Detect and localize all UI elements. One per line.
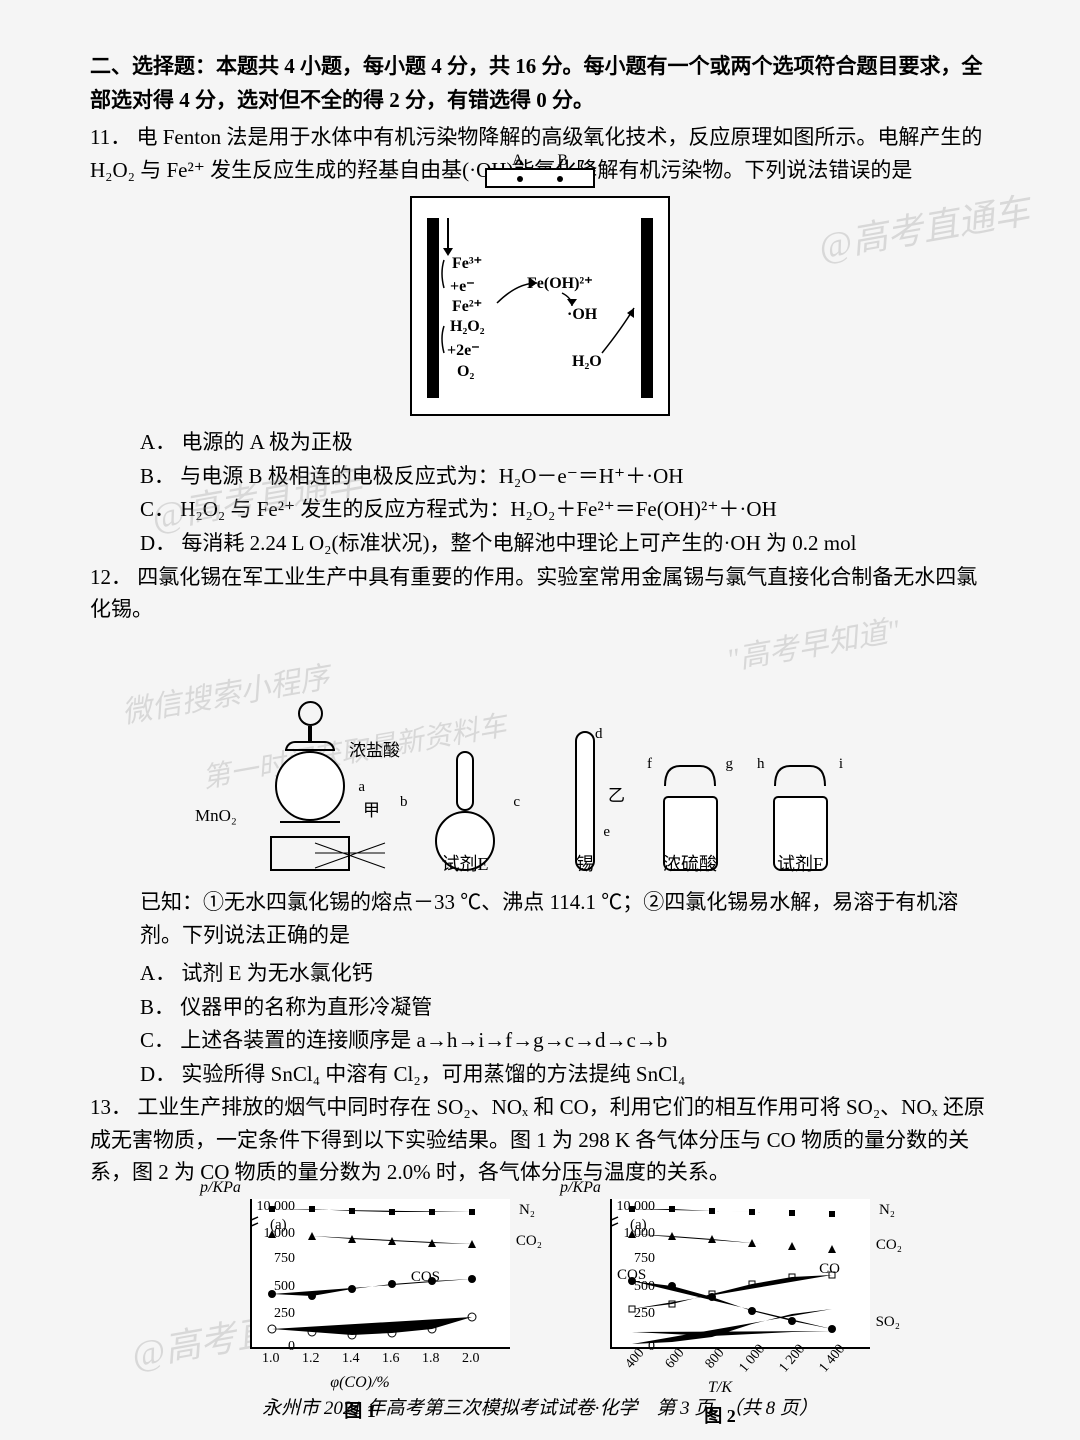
q12-option-b: B． 仪器甲的名称为直形冷凝管 (90, 991, 990, 1025)
option-text: 与电源 B 极相连的电极反应式为：H₂O－e⁻＝H⁺＋·OH (180, 464, 683, 488)
question-12: 12． 四氯化锡在军工业生产中具有重要的作用。实验室常用金属锡与氯气直接化合制备… (90, 561, 990, 626)
option-text: 电源的 A 极为正极 (181, 430, 353, 454)
series-n2: N₂ (879, 1202, 895, 1219)
question-number: 12． (90, 565, 132, 589)
mno2-label: MnO₂ (195, 806, 237, 826)
port-g: g (726, 756, 734, 773)
xtick: 1.6 (382, 1351, 400, 1367)
option-text: 试剂 E 为无水氯化钙 (181, 961, 372, 985)
xtick: 1.8 (422, 1351, 440, 1367)
question-text: 工业生产排放的烟气中同时存在 SO₂、NOₓ 和 CO，利用它们的相互作用可将 … (90, 1095, 985, 1184)
q12-option-a: A． 试剂 E 为无水氯化钙 (90, 957, 990, 991)
q12-option-d: D． 实验所得 SnCl₄ 中溶有 Cl₂，可用蒸馏的方法提纯 SnCl₄ (90, 1058, 990, 1092)
question-text: 四氯化锡在军工业生产中具有重要的作用。实验室常用金属锡与氯气直接化合制备无水四氯… (90, 565, 977, 622)
series-co: CO (819, 1261, 840, 1278)
option-label: A． (140, 961, 176, 985)
jia-label: 甲 (363, 796, 380, 821)
series-a: (a) (270, 1217, 287, 1234)
port-a: a (358, 779, 365, 796)
q11-option-c: C． H₂O₂ 与 Fe²⁺ 发生的反应方程式为：H₂O₂＋Fe²⁺＝Fe(OH… (90, 493, 990, 527)
h2so4-label: 浓硫酸 (645, 850, 735, 876)
q11-diagram: A B Fe³⁺ +e⁻ Fe²⁺ H₂O₂ +2e⁻ O₂ Fe(OH)²⁺ … (90, 196, 990, 416)
option-label: C． (140, 497, 175, 521)
q12-option-c: C． 上述各装置的连接顺序是 a→h→i→f→g→c→d→c→b (90, 1024, 990, 1058)
page-footer: 永州市 2021 年高考第三次模拟考试试卷·化学 第 3 页 （共 8 页） (0, 1393, 1080, 1420)
option-label: B． (140, 995, 175, 1019)
question-13: 13． 工业生产排放的烟气中同时存在 SO₂、NOₓ 和 CO，利用它们的相互作… (90, 1091, 990, 1189)
series-so2: SO₂ (876, 1314, 900, 1331)
q12-apparatus: 浓盐酸 MnO₂ 甲 a b c 试剂E d 乙 e 锡 f g 浓硫酸 h i… (90, 641, 990, 871)
hcl-label: 浓盐酸 (349, 736, 400, 761)
question-number: 13． (90, 1095, 132, 1119)
port-b: b (400, 794, 408, 811)
option-label: D． (140, 1062, 176, 1086)
chart-1: p/KPa 10 000 1 000 750 500 250 0 (200, 1199, 520, 1399)
port-h: h (757, 756, 765, 773)
port-d: d (595, 726, 603, 743)
terminal-a-label: A (512, 152, 524, 170)
option-text: 每消耗 2.24 L O₂(标准状况)，整个电解池中理论上可产生的·OH 为 0… (181, 531, 856, 555)
question-number: 11． (90, 125, 131, 149)
series-co2: CO₂ (876, 1237, 902, 1254)
port-c: c (513, 794, 520, 811)
option-text: 实验所得 SnCl₄ 中溶有 Cl₂，可用蒸馏的方法提纯 SnCl₄ (181, 1062, 685, 1086)
port-e: e (603, 824, 610, 841)
xtick: 2.0 (462, 1351, 480, 1367)
option-label: C． (140, 1028, 175, 1052)
port-f: f (647, 756, 652, 773)
series-cos: COS (617, 1267, 646, 1284)
q11-option-d: D． 每消耗 2.24 L O₂(标准状况)，整个电解池中理论上可产生的·OH … (90, 527, 990, 561)
xtick: 400 (623, 1346, 649, 1372)
option-text: 仪器甲的名称为直形冷凝管 (180, 995, 432, 1019)
series-co2: CO₂ (516, 1233, 542, 1250)
terminal-b-label: B (557, 152, 568, 170)
series-a2: (a) (630, 1217, 647, 1234)
option-text: 上述各装置的连接顺序是 a→h→i→f→g→c→d→c→b (180, 1028, 667, 1052)
chart2-ylabel: p/KPa (560, 1179, 601, 1197)
chart1-ylabel: p/KPa (200, 1179, 241, 1197)
charts-container: p/KPa 10 000 1 000 750 500 250 0 (90, 1199, 990, 1399)
reagent-f: 试剂F (755, 850, 845, 876)
option-label: D． (140, 531, 176, 555)
series-n2: N₂ (519, 1202, 535, 1219)
section-header: 二、选择题：本题共 4 小题，每小题 4 分，共 16 分。每小题有一个或两个选… (90, 50, 990, 117)
xtick: 1.2 (302, 1351, 320, 1367)
port-i: i (839, 756, 843, 773)
q12-info: 已知：①无水四氯化锡的熔点－33 ℃、沸点 114.1 ℃；②四氯化锡易水解，易… (90, 886, 990, 953)
xtick: 800 (703, 1346, 729, 1372)
xtick: 1.4 (342, 1351, 360, 1367)
yi-label: 乙 (608, 781, 625, 806)
option-label: B． (140, 464, 175, 488)
chart1-xlabel: φ(CO)/% (200, 1374, 520, 1392)
q11-option-a: A． 电源的 A 极为正极 (90, 426, 990, 460)
reagent-e: 试剂E (405, 850, 525, 876)
sn-label: 锡 (545, 850, 625, 876)
option-text: H₂O₂ 与 Fe²⁺ 发生的反应方程式为：H₂O₂＋Fe²⁺＝Fe(OH)²⁺… (180, 497, 776, 521)
chart-2: p/KPa 10 000 1 000 750 500 250 0 (560, 1199, 880, 1399)
option-label: A． (140, 430, 176, 454)
xtick: 1.0 (262, 1351, 280, 1367)
q11-option-b: B． 与电源 B 极相连的电极反应式为：H₂O－e⁻＝H⁺＋·OH (90, 460, 990, 494)
series-cos: COS (411, 1269, 440, 1286)
xtick: 600 (663, 1346, 689, 1372)
